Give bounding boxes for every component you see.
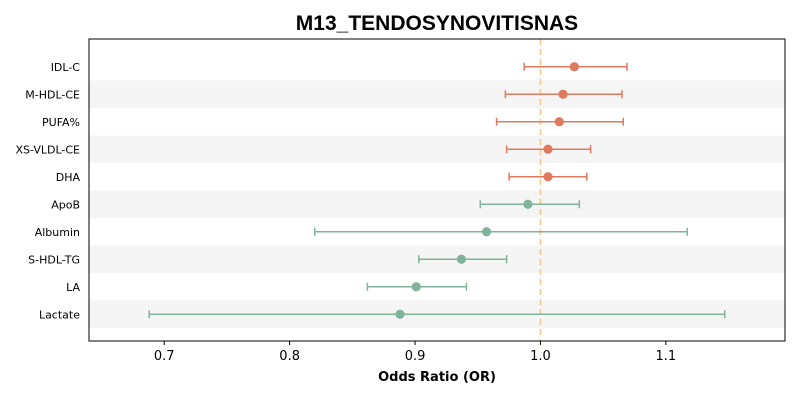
point-estimate — [543, 172, 553, 182]
point-estimate — [543, 144, 553, 154]
x-tick-label: 0.9 — [405, 349, 426, 364]
y-tick-label: ApoB — [51, 198, 80, 211]
point-estimate — [395, 309, 405, 319]
y-tick-label: Lactate — [39, 308, 80, 321]
y-tick-label: PUFA% — [42, 116, 80, 129]
point-estimate — [523, 199, 533, 209]
point-estimate — [569, 62, 579, 72]
point-estimate — [481, 227, 492, 237]
point-estimate — [411, 282, 421, 292]
row-band — [89, 135, 785, 163]
plot-area: IDL-C M-HDL-CE PUFA% XS-VLDL-CE DHA ApoB Album… — [15, 38, 786, 364]
x-tick-label: 0.7 — [154, 349, 175, 364]
row-band — [89, 80, 785, 108]
x-tick-label: 1.1 — [656, 349, 677, 364]
y-tick-label: M-HDL-CE — [25, 88, 80, 101]
y-tick-label: S-HDL-TG — [28, 253, 80, 266]
point-estimate — [558, 89, 568, 99]
y-tick-label: IDL-C — [51, 61, 81, 74]
x-tick-label: 0.8 — [279, 349, 300, 364]
y-tick-label: Albumin — [35, 226, 80, 239]
chart-title: M13_TENDOSYNOVITISNAS — [296, 12, 578, 35]
point-estimate — [456, 254, 467, 264]
x-tick-label: 1.0 — [530, 349, 551, 364]
axes-frame — [88, 38, 786, 342]
y-tick-label: DHA — [56, 171, 81, 184]
row-band — [89, 190, 785, 218]
y-tick-label: LA — [66, 281, 80, 294]
x-axis-label: Odds Ratio (OR) — [378, 370, 496, 385]
point-estimate — [554, 117, 564, 127]
y-tick-label: XS-VLDL-CE — [15, 143, 80, 156]
